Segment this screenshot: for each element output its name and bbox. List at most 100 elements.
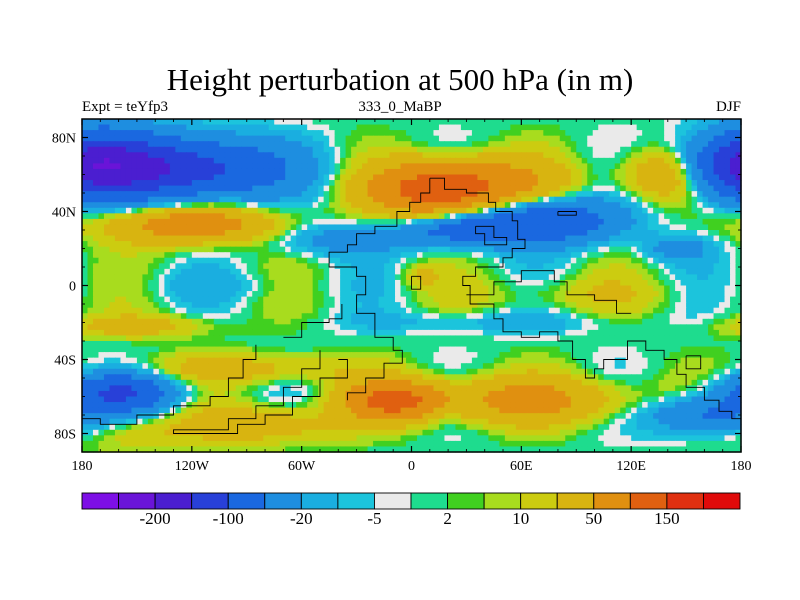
field-cell (329, 124, 336, 131)
field-cell (702, 152, 709, 159)
field-cell (735, 252, 742, 259)
field-cell (488, 146, 495, 153)
field-cell (219, 152, 226, 159)
field-cell (158, 235, 165, 242)
field-cell (92, 174, 100, 181)
field-cell (191, 119, 198, 126)
field-cell (669, 324, 676, 331)
field-cell (598, 146, 605, 153)
field-cell (334, 252, 341, 259)
field-cell (427, 241, 435, 248)
field-cell (653, 285, 660, 292)
field-cell (658, 296, 665, 303)
field-cell (576, 141, 583, 148)
field-cell (565, 324, 572, 331)
field-cell (329, 252, 336, 259)
field-cell (82, 141, 89, 148)
field-cell (345, 313, 352, 320)
field-cell (136, 263, 144, 270)
field-cell (224, 141, 231, 148)
field-cell (614, 174, 621, 181)
field-cell (213, 180, 220, 187)
field-cell (197, 252, 204, 259)
field-cell (526, 241, 533, 248)
field-cell (301, 196, 308, 203)
field-cell (87, 329, 94, 337)
field-cell (664, 135, 671, 142)
field-cell (230, 341, 237, 348)
field-cell (400, 230, 407, 237)
field-cell (296, 291, 303, 298)
field-cell (581, 213, 588, 220)
field-cell (466, 213, 473, 220)
field-cell (142, 174, 149, 181)
field-cell (570, 124, 577, 131)
field-cell (543, 274, 550, 281)
field-cell (191, 302, 198, 309)
field-cell (191, 230, 198, 237)
field-cell (609, 296, 616, 303)
field-cell (510, 318, 517, 325)
field-cell (702, 157, 709, 164)
field-cell (521, 135, 528, 142)
field-cell (444, 180, 451, 187)
field-cell (735, 185, 742, 192)
field-cell (318, 119, 325, 126)
field-cell (647, 218, 654, 226)
field-cell (362, 335, 369, 342)
field-cell (438, 279, 446, 287)
field-cell (241, 202, 248, 209)
field-cell (713, 235, 720, 242)
field-cell (691, 196, 698, 203)
field-cell (92, 130, 100, 137)
field-cell (499, 185, 506, 192)
field-cell (416, 185, 424, 192)
field-cell (488, 152, 495, 159)
field-cell (406, 274, 413, 281)
field-cell (186, 318, 193, 325)
field-cell (197, 318, 204, 325)
field-cell (708, 230, 715, 237)
field-cell (482, 252, 489, 259)
field-cell (664, 274, 671, 281)
field-cell (235, 218, 242, 226)
field-cell (307, 213, 314, 220)
field-cell (482, 296, 489, 303)
field-cell (526, 313, 533, 320)
field-cell (438, 230, 446, 237)
field-cell (713, 146, 720, 153)
field-cell (180, 341, 187, 348)
field-cell (186, 174, 193, 181)
field-cell (548, 252, 555, 259)
field-cell (285, 202, 292, 209)
field-cell (647, 318, 654, 325)
field-cell (109, 157, 116, 164)
field-cell (274, 207, 281, 214)
field-cell (202, 285, 209, 292)
field-cell (384, 263, 391, 270)
field-cell (257, 341, 264, 348)
field-cell (120, 146, 127, 153)
field-cell (389, 163, 396, 170)
field-cell (532, 191, 539, 198)
field-cell (389, 302, 396, 309)
field-cell (702, 257, 709, 264)
field-cell (416, 224, 424, 231)
field-cell (268, 146, 275, 153)
field-cell (219, 207, 226, 214)
field-cell (279, 168, 286, 176)
field-cell (724, 246, 731, 253)
field-cell (620, 329, 627, 337)
field-cell (362, 141, 369, 148)
field-cell (131, 302, 138, 309)
field-cell (620, 341, 627, 348)
field-cell (587, 252, 594, 259)
field-cell (406, 174, 413, 181)
field-cell (378, 257, 385, 264)
field-cell (125, 291, 133, 298)
field-cell (307, 163, 314, 170)
field-cell (219, 163, 226, 170)
field-cell (114, 163, 122, 170)
field-cell (351, 146, 358, 153)
field-cell (142, 235, 149, 242)
